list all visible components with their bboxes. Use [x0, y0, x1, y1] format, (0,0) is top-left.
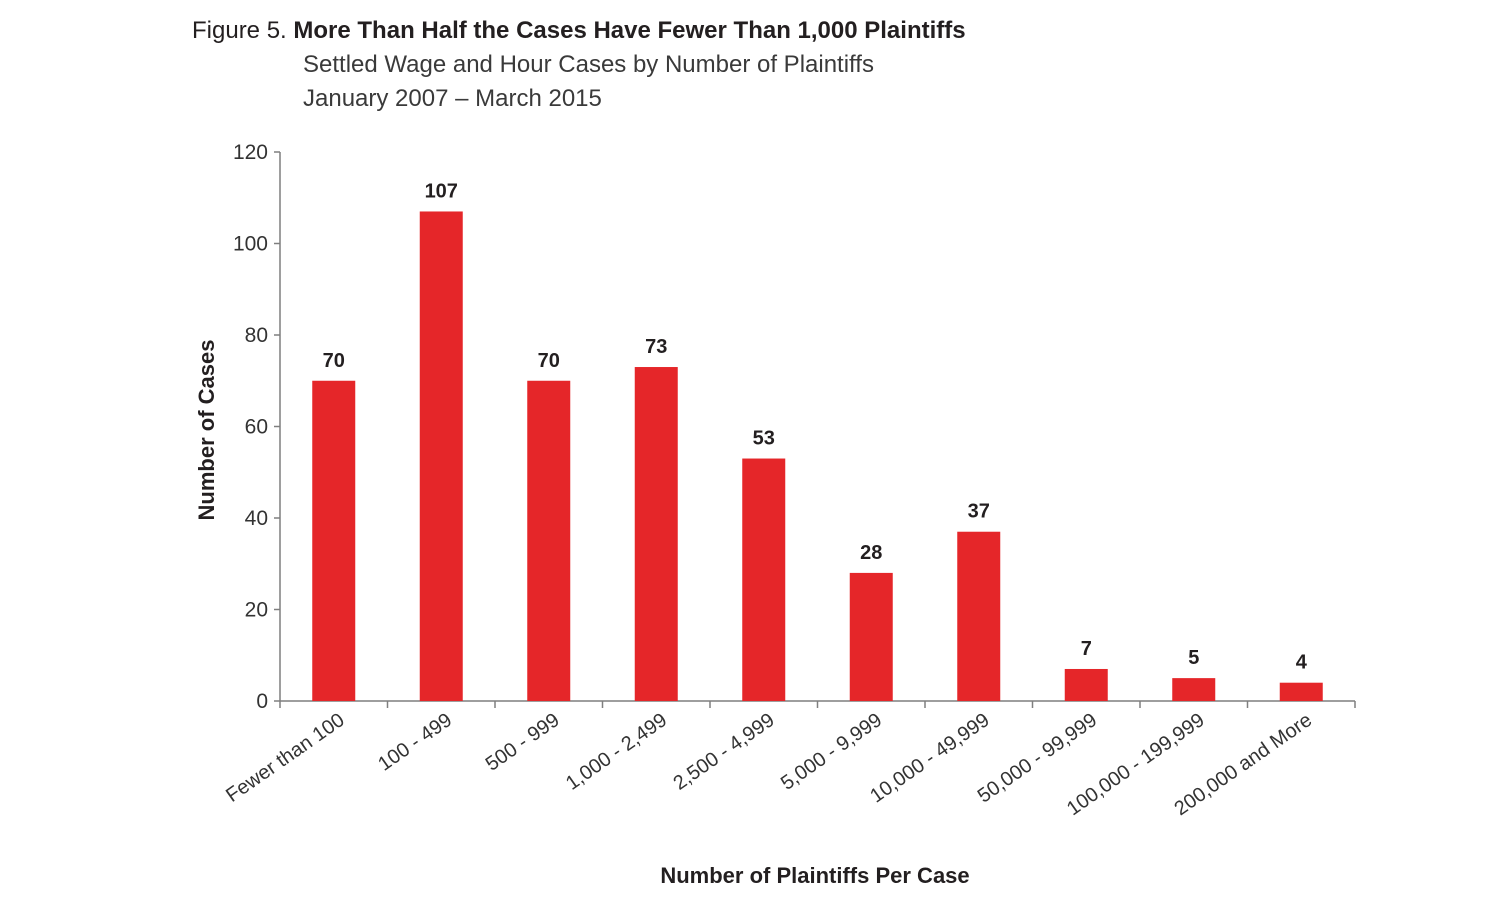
data-label: 5 [1188, 647, 1199, 669]
data-label: 28 [860, 542, 882, 564]
data-label: 53 [753, 428, 775, 450]
figure-header: Figure 5. More Than Half the Cases Have … [192, 14, 966, 116]
y-tick-label: 0 [256, 690, 268, 713]
x-tick-label: 5,000 - 9,999 [777, 709, 886, 795]
data-labels: 70 107 70 73 53 28 37 7 5 4 [323, 180, 1308, 673]
x-tick-label: 100 - 499 [374, 709, 456, 775]
bar [634, 367, 678, 701]
data-label: 4 [1296, 652, 1308, 674]
title-line: Figure 5. More Than Half the Cases Have … [192, 14, 966, 48]
x-axis-title: Number of Plaintiffs Per Case [660, 863, 969, 888]
bar [419, 211, 463, 701]
y-tick-label: 80 [245, 324, 268, 347]
bar [849, 572, 893, 701]
y-tick-label: 60 [245, 416, 268, 439]
y-axis-title: Number of Cases [194, 340, 219, 521]
bars [312, 211, 1323, 701]
bar [312, 380, 356, 701]
y-tick-label: 20 [245, 599, 268, 622]
figure-label: Figure 5. [192, 17, 287, 44]
x-tick-label: 2,500 - 4,999 [669, 709, 778, 795]
chart-subtitle: Settled Wage and Hour Cases by Number of… [303, 51, 874, 78]
data-label: 37 [968, 501, 990, 523]
bar [957, 531, 1001, 701]
y-tick-label: 100 [233, 233, 268, 256]
data-label: 107 [425, 180, 458, 202]
x-tick-label: 1,000 - 2,499 [562, 709, 671, 795]
bar [742, 458, 786, 701]
bar [527, 380, 571, 701]
bar [1172, 678, 1216, 701]
y-axis: 0 20 40 60 80 100 120 [233, 141, 281, 713]
x-axis [279, 700, 1356, 708]
x-tick-label: Fewer than 100 [222, 709, 348, 807]
y-tick-label: 40 [245, 507, 268, 530]
x-tick-label: 10,000 - 49,999 [866, 709, 993, 807]
chart-title: More Than Half the Cases Have Fewer Than… [293, 17, 966, 44]
data-label: 7 [1081, 638, 1092, 660]
chart-date-range: January 2007 – March 2015 [303, 85, 602, 112]
y-tick-label: 120 [233, 141, 268, 164]
data-label: 73 [645, 336, 667, 358]
data-label: 70 [323, 350, 345, 372]
bar [1279, 682, 1323, 701]
x-tick-label: 500 - 999 [482, 709, 564, 775]
data-label: 70 [538, 350, 560, 372]
bar [1064, 668, 1108, 701]
